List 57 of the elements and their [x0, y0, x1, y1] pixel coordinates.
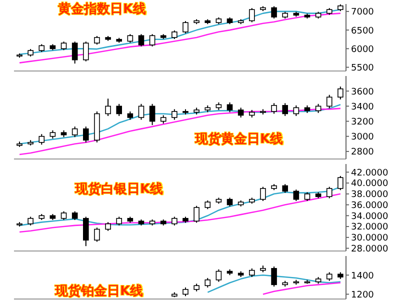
candlestick	[149, 103, 156, 126]
y-tick-label: 42.0000	[351, 168, 388, 178]
candlestick	[72, 126, 78, 138]
y-tick-label: 34.0000	[351, 212, 388, 222]
y-tick-label: 5500	[351, 63, 374, 74]
candlestick	[338, 175, 344, 191]
y-tick-label: 3000	[351, 132, 374, 143]
y-tick-label: 28.0000	[351, 244, 388, 254]
candlestick	[315, 103, 322, 114]
candlestick	[293, 104, 300, 116]
chart-title: 黄金指数日K线	[58, 1, 146, 18]
candlestick	[326, 186, 332, 199]
y-tick-label: 30.0000	[351, 234, 388, 244]
candlestick	[249, 8, 255, 23]
y-tick-label: 6500	[351, 26, 374, 36]
candlestick	[226, 102, 233, 113]
candlestick	[83, 41, 89, 62]
candlestick	[38, 134, 45, 146]
y-tick-label: 36.0000	[351, 200, 388, 211]
text: 现货黄金日K线	[195, 131, 284, 148]
candlestick	[194, 205, 200, 224]
y-tick-label: 32.0000	[351, 222, 388, 233]
y-tick-label: 38.0000	[351, 190, 388, 200]
candlestick	[271, 102, 277, 114]
candlestick	[116, 103, 122, 116]
candlestick	[204, 277, 211, 288]
candlestick	[293, 189, 300, 202]
candlestick	[83, 216, 89, 247]
text: 现货铂金日K线	[55, 283, 144, 300]
text: 现货白银日K线	[75, 181, 164, 198]
y-tick-label: 3400	[351, 102, 374, 112]
y-tick-label: 6000	[351, 44, 374, 55]
candlestick	[149, 34, 156, 47]
candlestick	[94, 227, 100, 242]
candlestick	[238, 107, 244, 118]
candlestick	[216, 268, 222, 282]
candlestick	[182, 20, 188, 34]
candlestick	[83, 126, 89, 143]
candlestick	[271, 266, 277, 288]
y-tick-label: 1400	[351, 271, 374, 282]
candlestick	[72, 41, 78, 64]
candlestick	[282, 102, 288, 116]
y-tick-label: 7000	[351, 8, 374, 18]
candlestick	[138, 103, 144, 120]
y-tick-label: 40.0000	[351, 179, 388, 190]
candlestick	[172, 108, 178, 120]
candlestick	[338, 86, 344, 100]
y-tick-label: 3200	[351, 117, 374, 128]
y-tick-label: 2800	[351, 148, 374, 158]
y-tick-label: 1200	[351, 290, 374, 300]
y-tick-label: 3600	[351, 87, 374, 98]
candlestick	[271, 6, 277, 20]
line-series	[262, 282, 342, 295]
candlestick	[138, 34, 144, 47]
candlestick	[260, 186, 266, 202]
candlestick	[105, 98, 111, 116]
candlestick	[326, 94, 332, 109]
